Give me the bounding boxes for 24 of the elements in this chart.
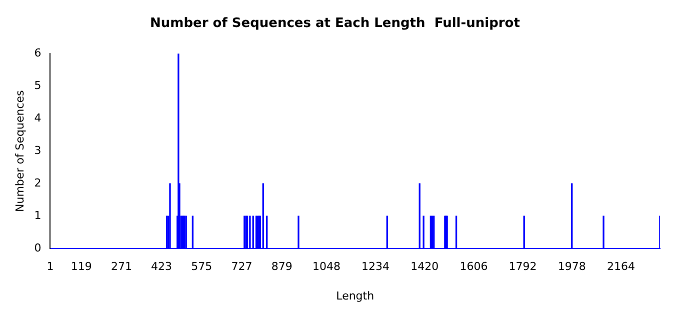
x-tick-label: 271 — [110, 260, 132, 274]
x-tick-label: 1606 — [460, 260, 488, 274]
x-tick-label: 1 — [46, 260, 54, 274]
x-tick-label: 119 — [70, 260, 92, 274]
x-tick-label: 423 — [151, 260, 172, 274]
x-tick-label: 1234 — [362, 260, 390, 274]
x-tick-label: 1420 — [410, 260, 439, 274]
y-tick-label: 0 — [34, 241, 42, 254]
y-tick-label: 6 — [34, 46, 42, 60]
chart-title: Number of Sequences at Each Length Full-uniprot — [150, 16, 520, 32]
x-tick-label: 1978 — [558, 260, 586, 274]
x-axis-title: Length — [336, 289, 374, 302]
x-tick-label: 1048 — [312, 260, 340, 274]
x-tick-label: 2164 — [606, 260, 635, 274]
y-tick-label: 2 — [34, 176, 42, 190]
y-tick-label: 5 — [34, 78, 42, 92]
y-tick-label: 4 — [34, 111, 42, 124]
y-tick-label: 1 — [34, 208, 42, 222]
y-axis-title: Number of Sequences — [13, 90, 26, 212]
x-tick-label: 575 — [191, 260, 212, 274]
x-tick-label: 727 — [231, 260, 252, 274]
x-tick-label: 1792 — [508, 260, 537, 274]
y-tick-label: 3 — [34, 144, 42, 157]
x-tick-label: 879 — [271, 260, 292, 274]
